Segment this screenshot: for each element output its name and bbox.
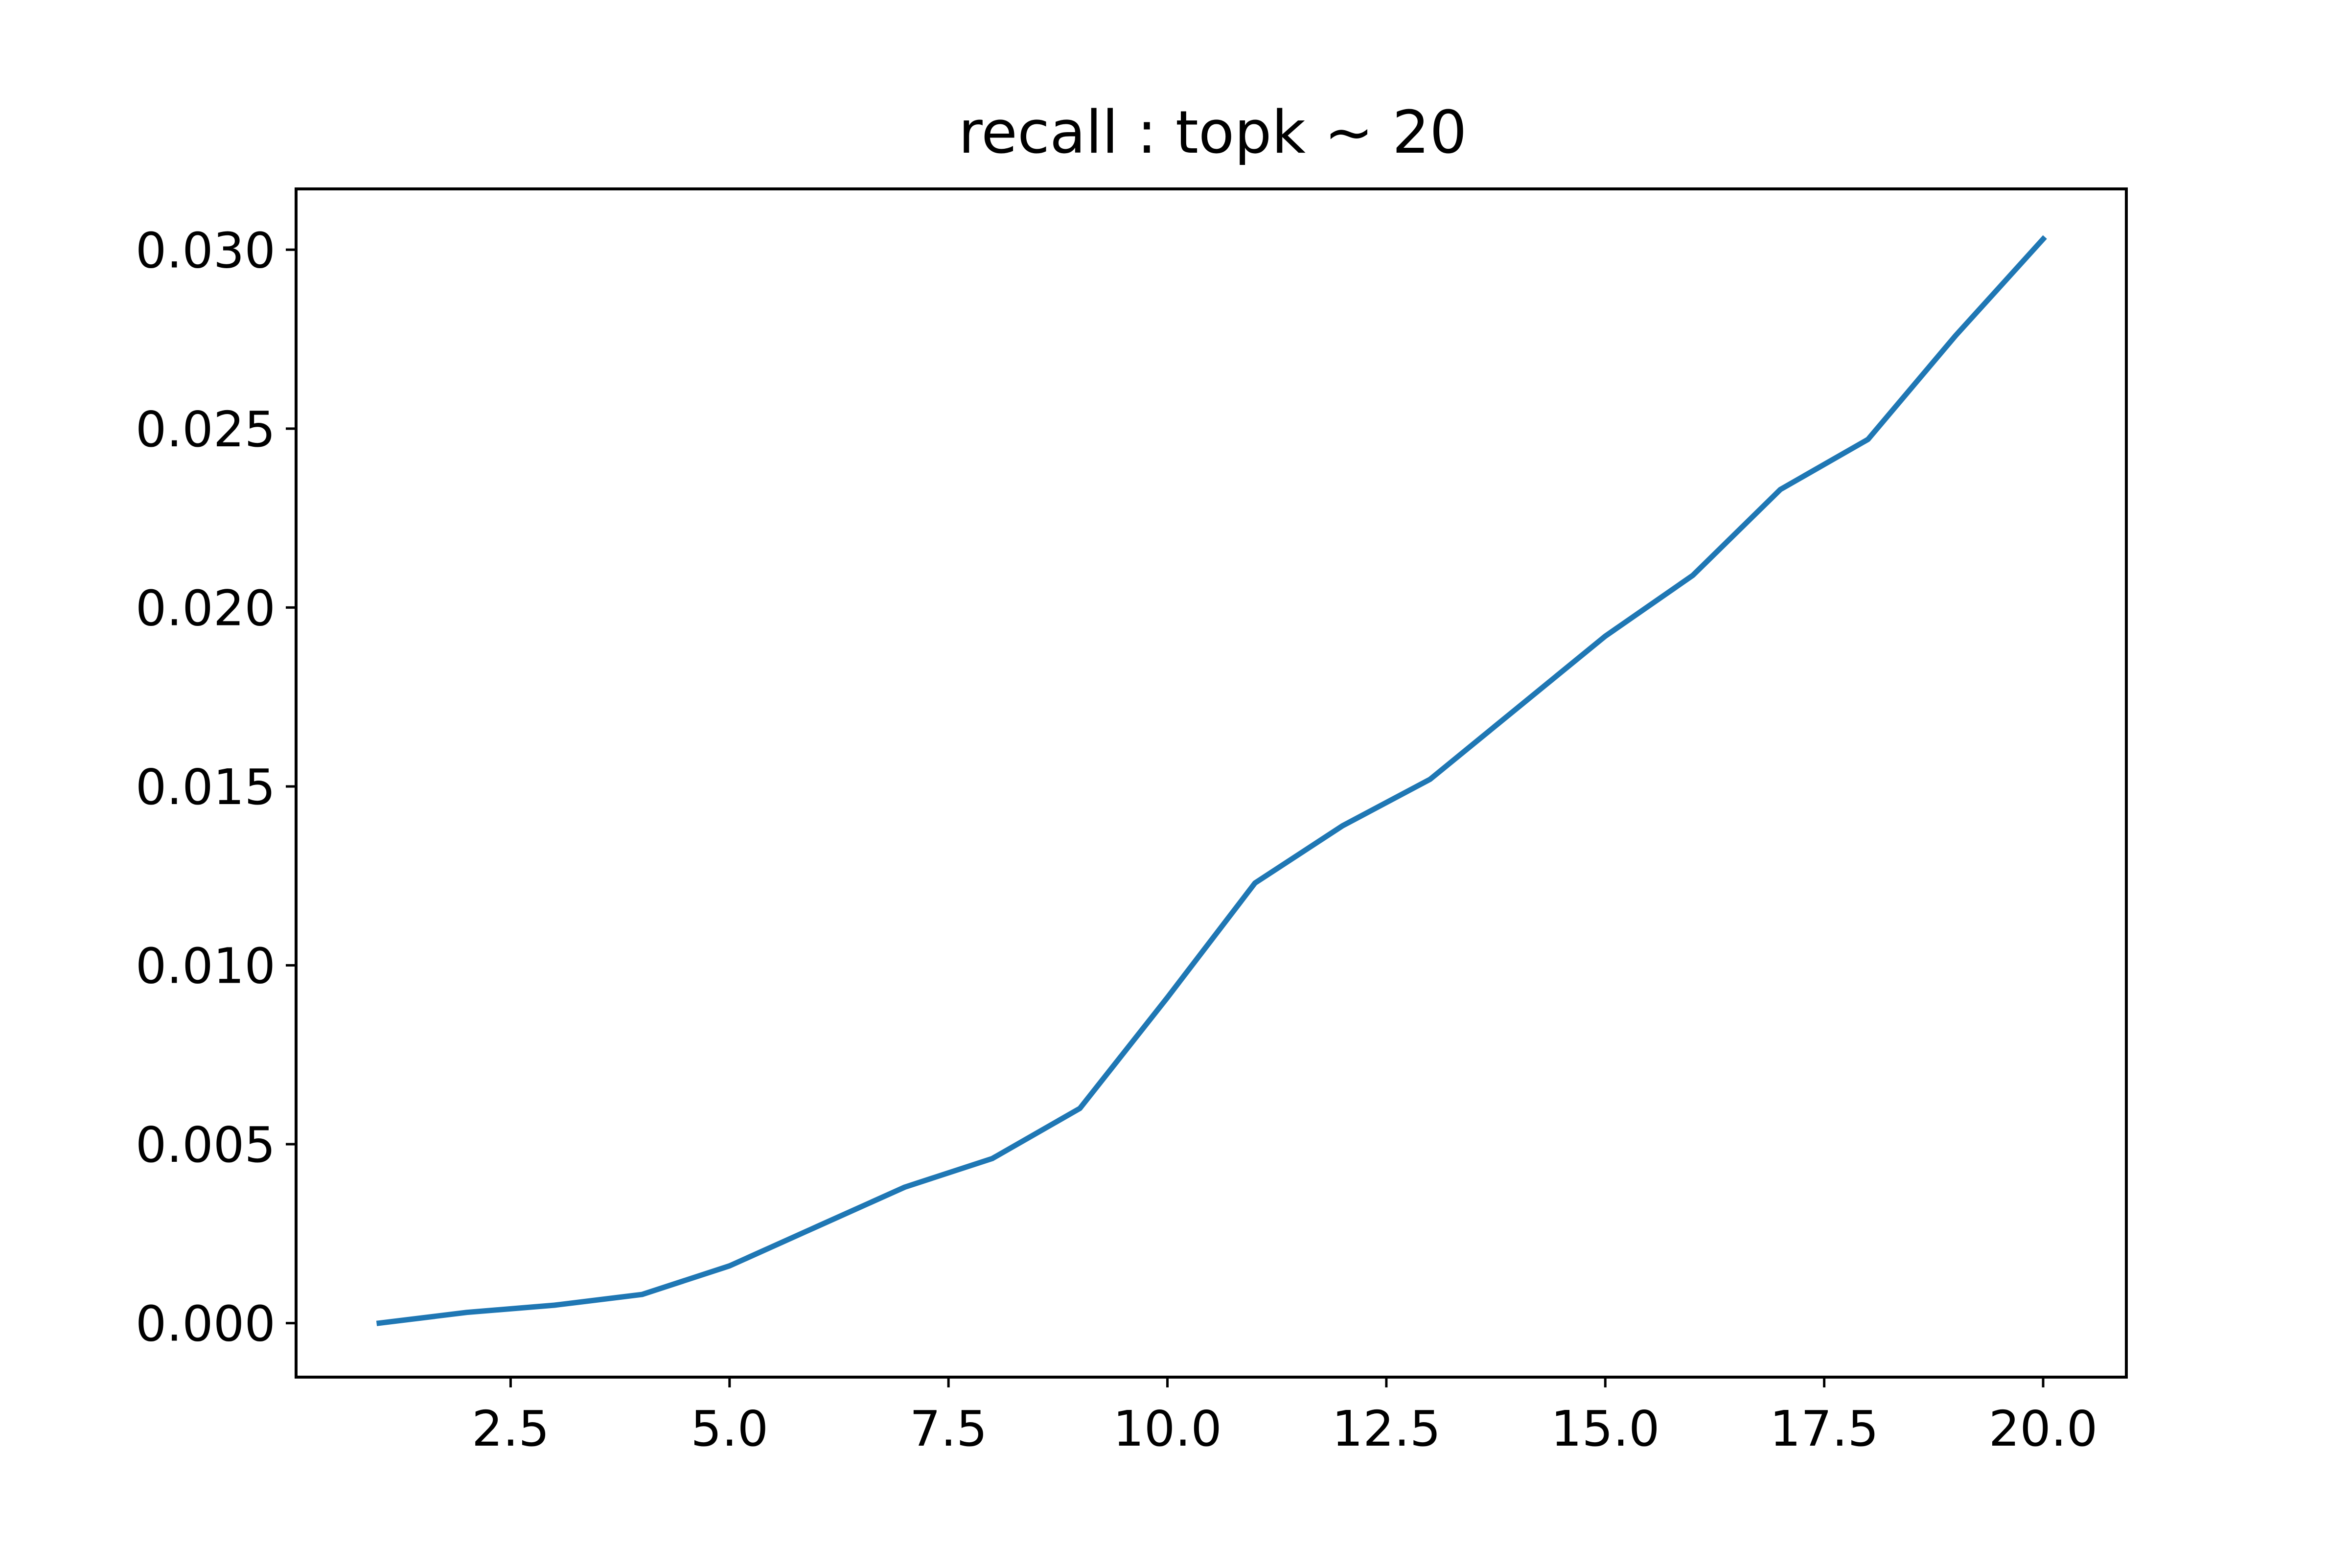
y-tick-label: 0.010: [136, 937, 276, 994]
x-tick-label: 20.0: [1989, 1400, 2098, 1457]
x-tick-label: 10.0: [1113, 1400, 1222, 1457]
y-tick-label: 0.020: [136, 579, 276, 637]
y-axis: 0.000 0.005 0.010 0.015 0.020 0.025 0.030: [136, 222, 296, 1353]
x-tick-label: 5.0: [691, 1400, 768, 1457]
series-line: [376, 235, 2047, 1326]
x-tick-label: 12.5: [1332, 1400, 1441, 1457]
x-tick-label: 17.5: [1770, 1400, 1879, 1457]
x-tick-label: 2.5: [472, 1400, 550, 1457]
x-tick-label: 7.5: [910, 1400, 988, 1457]
y-tick-label: 0.000: [136, 1295, 276, 1353]
x-tick-label: 15.0: [1551, 1400, 1660, 1457]
y-tick-label: 0.005: [136, 1116, 276, 1174]
y-tick-label: 0.025: [136, 401, 276, 458]
chart-title: recall : topk ~ 20: [958, 99, 1467, 167]
plot-frame: [295, 187, 2128, 1379]
x-axis: 2.5 5.0 7.5 10.0 12.5 15.0 17.5 20.0: [472, 1377, 2097, 1457]
series-layer: [376, 235, 2047, 1326]
y-tick-label: 0.030: [136, 222, 276, 279]
y-tick-label: 0.015: [136, 759, 276, 816]
